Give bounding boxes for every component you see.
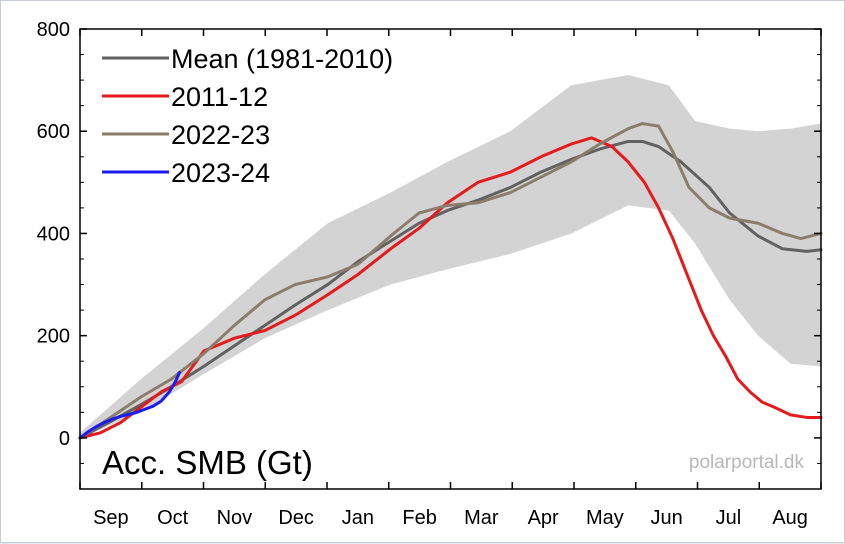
chart-credit: polarportal.dk	[689, 452, 805, 473]
x-tick-label: Mar	[464, 507, 499, 529]
x-tick-label: Aug	[772, 507, 808, 529]
x-tick-label: Apr	[528, 507, 559, 529]
series-line-3	[78, 370, 181, 440]
series-line-0	[78, 139, 823, 440]
x-tick-label: Sep	[93, 507, 129, 529]
legend-label-0: Mean (1981-2010)	[171, 44, 393, 74]
x-tick-label: Jul	[716, 507, 742, 529]
y-tick-label: 800	[37, 19, 70, 41]
y-tick-label: 600	[37, 121, 70, 143]
range-band	[80, 75, 821, 438]
chart-title: Acc. SMB (Gt)	[102, 444, 313, 481]
x-tick-label: Nov	[217, 507, 253, 529]
legend-label-3: 2023-24	[171, 158, 270, 188]
x-tick-label: Dec	[278, 507, 314, 529]
legend-label-1: 2011-12	[171, 82, 268, 112]
x-tick-label: Oct	[157, 507, 189, 529]
y-tick-label: 0	[59, 428, 70, 450]
x-tick-label: Jan	[342, 507, 374, 529]
x-tick-label: Feb	[402, 507, 436, 529]
legend-label-2: 2022-23	[171, 120, 270, 150]
series-line-2	[78, 122, 823, 440]
x-tick-label: May	[586, 507, 624, 529]
y-tick-label: 400	[37, 223, 70, 245]
y-tick-label: 200	[37, 326, 70, 348]
x-tick-label: Jun	[651, 507, 683, 529]
